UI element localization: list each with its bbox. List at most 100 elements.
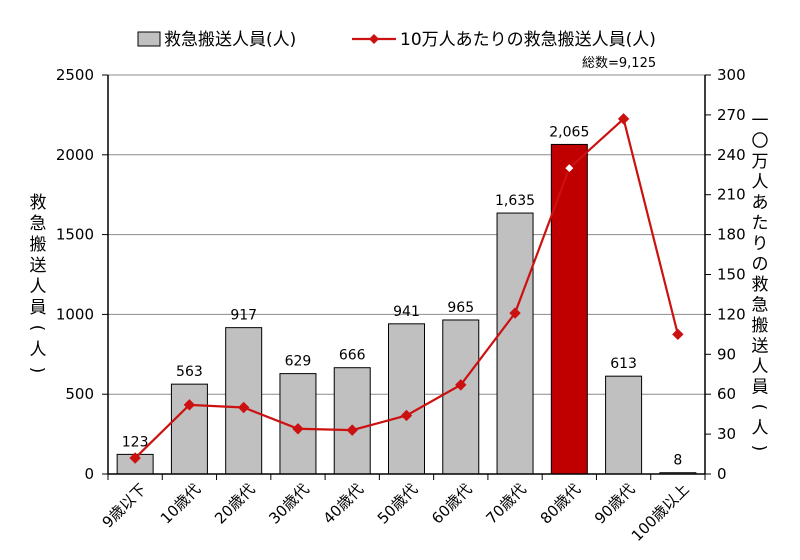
bar bbox=[225, 327, 263, 475]
bar-data-labels: 123 563 917 629 666 941 965 1,635 2,065 613 8 bbox=[122, 124, 683, 468]
right-tick-label: 30 bbox=[717, 425, 736, 443]
rate-marker bbox=[672, 328, 684, 341]
rate-marker bbox=[617, 113, 630, 125]
right-axis-title-char: あ bbox=[752, 193, 769, 213]
bar bbox=[388, 323, 425, 475]
category-label: 50歳代 bbox=[374, 480, 421, 527]
right-axis-title-char: 搬 bbox=[752, 316, 769, 336]
right-axis-title-char: 万 bbox=[752, 152, 769, 172]
category-label: 90歳代 bbox=[591, 480, 638, 527]
left-tick-label: 500 bbox=[65, 385, 94, 403]
left-tick-label: 2000 bbox=[56, 146, 94, 164]
right-tick-label: 240 bbox=[717, 146, 746, 164]
category-label: 100歳以上 bbox=[628, 480, 693, 545]
left-axis-title-char: 搬 bbox=[30, 235, 47, 255]
rate-marker bbox=[509, 307, 521, 319]
right-axis-title-char: 急 bbox=[752, 296, 769, 316]
bar bbox=[170, 383, 208, 475]
bar-value-label: 123 bbox=[122, 434, 149, 450]
right-axis-title-char: の bbox=[752, 255, 769, 275]
left-axis-ticks: 0 500 1000 1500 2000 2500 bbox=[56, 66, 94, 483]
right-axis-title-char: 一 bbox=[752, 111, 769, 131]
left-axis-title-char: 人 bbox=[30, 340, 47, 360]
rate-marker bbox=[346, 424, 358, 436]
bar-series bbox=[116, 143, 697, 475]
right-tick-label: 300 bbox=[717, 66, 746, 84]
right-tick-label: 150 bbox=[717, 266, 746, 284]
category-label: 60歳代 bbox=[428, 480, 475, 527]
left-tick-label: 2500 bbox=[56, 66, 94, 84]
legend-label-line: 10万人あたりの救急搬送人員(人) bbox=[400, 30, 656, 50]
bar-value-label: 8 bbox=[673, 453, 682, 469]
left-tick-label: 1500 bbox=[56, 226, 94, 244]
right-axis-title-char: り bbox=[752, 234, 769, 254]
bar-value-label: 1,635 bbox=[495, 193, 535, 209]
rate-marker bbox=[129, 452, 141, 464]
bar-value-label: 563 bbox=[176, 364, 203, 380]
rate-marker bbox=[400, 409, 413, 422]
bar-value-label: 965 bbox=[447, 300, 474, 316]
category-label: 30歳代 bbox=[265, 480, 312, 527]
right-axis-ticks: 0 30 60 90 120 150 180 210 240 270 300 bbox=[717, 66, 746, 483]
left-axis-title-char: 急 bbox=[30, 214, 47, 234]
right-axis-title-char: 員 bbox=[752, 378, 769, 398]
category-label: 80歳代 bbox=[537, 480, 584, 527]
right-tick-label: 60 bbox=[717, 385, 736, 403]
right-tick-label: 270 bbox=[717, 106, 746, 124]
right-axis-title-char: ( bbox=[749, 404, 769, 411]
bar-value-label: 2,065 bbox=[549, 124, 589, 140]
left-axis-title-char: 救 bbox=[30, 193, 47, 213]
category-label: 70歳代 bbox=[482, 480, 529, 527]
rate-marker bbox=[183, 399, 196, 411]
right-axis-title-char: た bbox=[752, 214, 769, 234]
axes bbox=[102, 74, 711, 480]
rate-marker bbox=[563, 162, 576, 175]
right-axis-title-char: 救 bbox=[752, 275, 769, 295]
bar-value-label: 917 bbox=[230, 308, 257, 324]
bar-value-label: 613 bbox=[610, 356, 637, 372]
bar bbox=[333, 367, 371, 475]
category-label: 9歳以下 bbox=[99, 480, 150, 531]
bar-value-label: 629 bbox=[285, 354, 312, 370]
legend-swatch-marker bbox=[369, 34, 379, 44]
category-label: 10歳代 bbox=[157, 480, 204, 527]
left-axis-title-char: 送 bbox=[30, 256, 47, 276]
rate-marker bbox=[455, 379, 467, 391]
right-axis-title-char: 人 bbox=[752, 357, 769, 377]
left-axis-title-char: ) bbox=[27, 367, 47, 374]
bar bbox=[605, 375, 643, 475]
right-tick-label: 120 bbox=[717, 305, 746, 323]
rate-marker bbox=[237, 401, 250, 414]
legend-swatch-bar bbox=[137, 31, 161, 47]
category-labels: 9歳以下 10歳代 20歳代 30歳代 40歳代 50歳代 60歳代 70歳代 80歳代 90歳代… bbox=[99, 480, 693, 545]
bar-value-label: 666 bbox=[339, 348, 366, 364]
left-axis-title-char: 員 bbox=[30, 298, 47, 318]
bar-value-label: 941 bbox=[393, 304, 420, 320]
category-label: 20歳代 bbox=[211, 480, 258, 527]
left-axis-title: 救急搬送人員(人) bbox=[27, 193, 47, 373]
right-axis-title-char: 〇 bbox=[752, 132, 769, 152]
right-axis-title-char: 送 bbox=[752, 337, 769, 357]
right-tick-label: 90 bbox=[717, 345, 736, 363]
bar bbox=[550, 143, 588, 475]
right-axis-title-char: 人 bbox=[752, 173, 769, 193]
right-tick-label: 210 bbox=[717, 186, 746, 204]
legend-label-bar: 救急搬送人員(人) bbox=[164, 30, 296, 50]
left-tick-label: 1000 bbox=[56, 305, 94, 323]
bar bbox=[442, 319, 480, 475]
right-axis-title-char: ) bbox=[749, 445, 769, 452]
left-axis-title-char: ( bbox=[27, 325, 47, 332]
left-axis-title-char: 人 bbox=[30, 277, 47, 297]
left-tick-label: 0 bbox=[84, 465, 94, 483]
line-series bbox=[129, 113, 684, 464]
bar bbox=[496, 212, 534, 475]
right-tick-label: 180 bbox=[717, 226, 746, 244]
total-annotation: 総数=9,125 bbox=[582, 56, 656, 71]
legend: 救急搬送人員(人) 10万人あたりの救急搬送人員(人) bbox=[137, 30, 656, 50]
category-label: 40歳代 bbox=[320, 480, 367, 527]
rate-marker bbox=[292, 423, 304, 435]
right-tick-label: 0 bbox=[717, 465, 727, 483]
